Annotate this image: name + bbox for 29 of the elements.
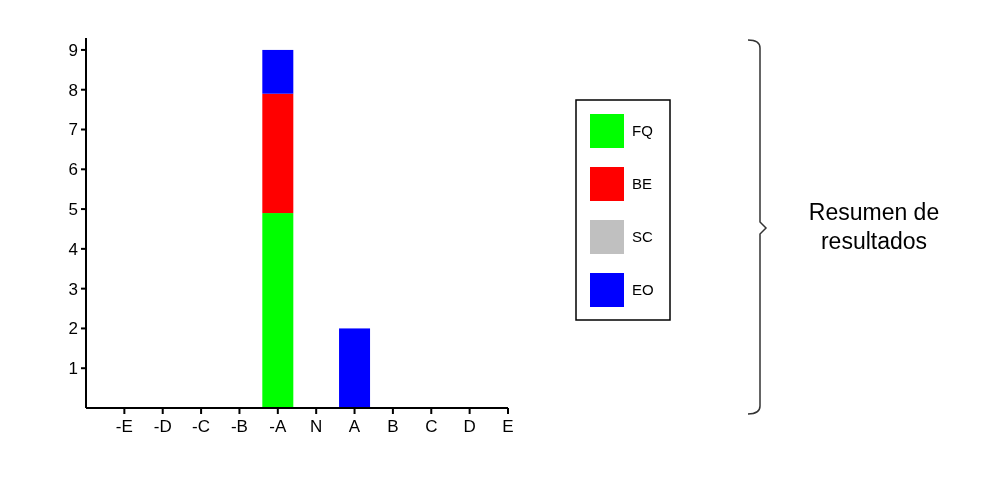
bar: [262, 49, 294, 94]
x-tick-label: B: [387, 417, 399, 436]
y-tick-label: 5: [68, 200, 78, 220]
bar: [339, 328, 371, 408]
bar: [262, 213, 294, 408]
y-tick-label: 7: [68, 120, 78, 140]
x-tick-label: -D: [153, 417, 172, 436]
x-tick-label: N: [310, 417, 323, 436]
y-tick-label: 8: [68, 80, 78, 100]
x-tick-label: -E: [115, 417, 133, 436]
bar: [262, 93, 294, 214]
legend-label: FQ: [632, 122, 653, 140]
text: Resumen de resultados: [808, 199, 940, 254]
x-tick-label: D: [463, 417, 476, 436]
x-tick-label: C: [425, 417, 438, 436]
y-tick-label: 3: [68, 279, 78, 299]
x-tick-label: -A: [269, 417, 287, 436]
x-tick-label: -C: [192, 417, 211, 436]
legend-label: SC: [632, 228, 653, 246]
y-tick-label: 4: [68, 239, 78, 259]
legend-label: EO: [632, 281, 654, 299]
y-tick-label: 6: [68, 160, 78, 180]
legend-label: BE: [632, 175, 653, 193]
y-tick-label: 2: [68, 319, 78, 339]
x-tick-label: A: [348, 417, 361, 436]
x-tick-label: -B: [230, 417, 248, 436]
y-tick-label: 9: [68, 40, 78, 60]
x-tick-label: E: [502, 417, 514, 436]
y-tick-label: 1: [68, 359, 78, 379]
